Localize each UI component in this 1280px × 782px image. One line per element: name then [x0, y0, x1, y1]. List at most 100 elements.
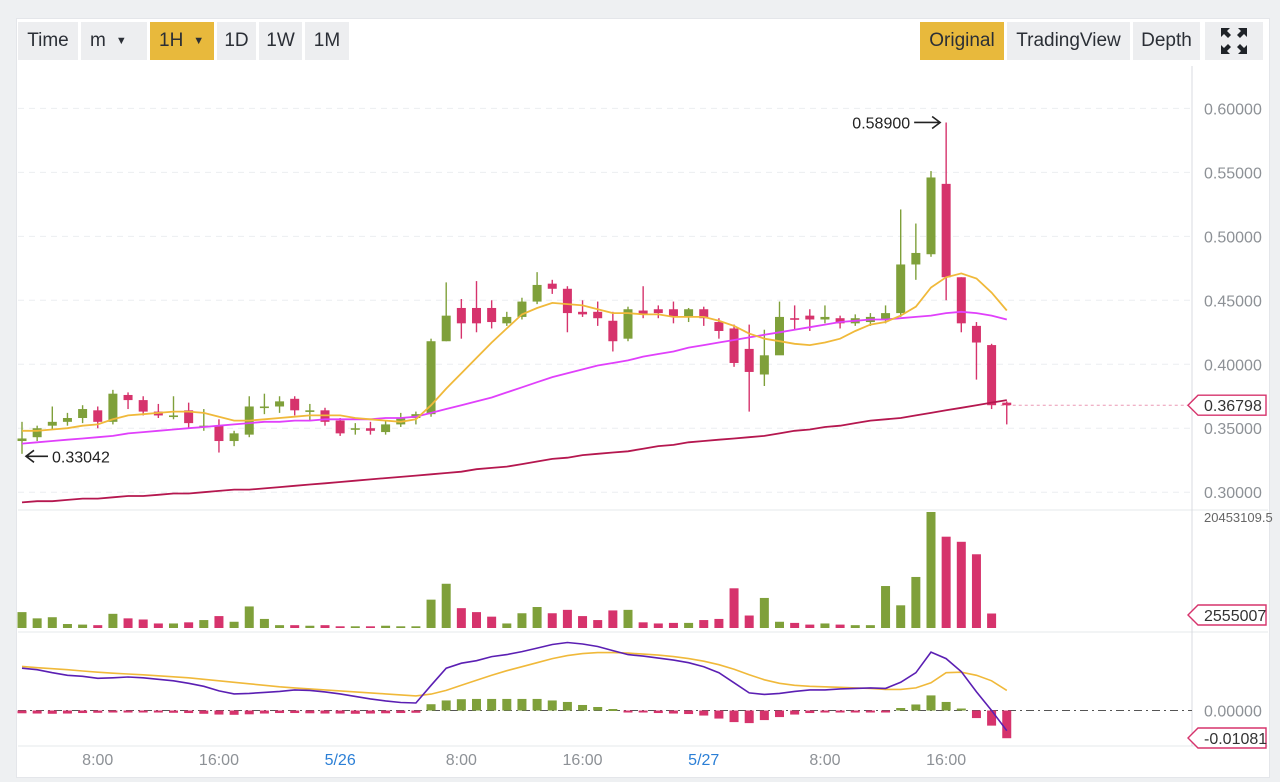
candle-body: [365, 428, 375, 431]
low-price-label: 0.33042: [52, 449, 110, 466]
volume-last-label: 2555007: [1204, 608, 1266, 625]
macd-histogram-bar: [350, 710, 360, 714]
view-tradingview-button[interactable]: TradingView: [1007, 22, 1130, 60]
macd-histogram-bar: [759, 710, 769, 721]
expand-icon: [1221, 28, 1247, 54]
candle-body: [78, 409, 88, 418]
macd-histogram-bar: [214, 710, 224, 715]
macd-histogram-bar: [381, 710, 391, 714]
candle-body: [487, 307, 497, 323]
volume-bar: [699, 620, 709, 628]
candle-body: [184, 410, 194, 424]
macd-histogram-bar: [956, 708, 966, 711]
chevron-down-icon: ▼: [193, 35, 205, 47]
macd-histogram-bar: [729, 710, 739, 723]
volume-bar: [229, 621, 239, 628]
volume-bar: [93, 625, 103, 628]
macd-last-label-box: [1187, 727, 1267, 749]
view-depth-button[interactable]: Depth: [1133, 22, 1200, 60]
volume-bar: [244, 606, 254, 628]
time-tick-label: 5/27: [688, 752, 719, 769]
high-arrow-icon: [914, 115, 942, 130]
macd-histogram-bar: [850, 710, 860, 713]
volume-bar: [441, 583, 451, 628]
price-tick-label: 0.35000: [1204, 421, 1262, 438]
candle-body: [578, 311, 588, 315]
volume-bar: [17, 612, 27, 628]
candle-body: [169, 415, 178, 418]
volume-bar: [926, 512, 936, 628]
candle-body: [138, 400, 148, 412]
volume-bar: [305, 625, 315, 628]
volume-bar: [426, 599, 436, 628]
low-arrow-icon: [24, 449, 48, 463]
macd-histogram-bar: [335, 710, 345, 714]
interval-1m-button[interactable]: 1M: [305, 22, 349, 60]
macd-dif-line: [21, 641, 1008, 732]
macd-histogram-bar: [396, 710, 406, 714]
fullscreen-button[interactable]: [1205, 22, 1263, 60]
macd-histogram-bar: [456, 699, 466, 711]
macd-histogram-bar: [865, 710, 875, 713]
candle-body: [502, 316, 512, 324]
price-tick-label: 0.60000: [1204, 101, 1262, 118]
candle-body: [608, 320, 618, 342]
volume-bar: [396, 626, 406, 628]
macd-histogram-bar: [123, 710, 133, 713]
candle-body: [987, 345, 997, 406]
volume-bar: [593, 620, 603, 628]
volume-bar: [623, 609, 633, 628]
time-tick-label: 8:00: [809, 752, 840, 769]
time-tick-label: 16:00: [926, 752, 966, 769]
candle-body: [729, 328, 739, 363]
volume-bar: [911, 576, 921, 628]
price-tick-label: 0.45000: [1204, 293, 1262, 310]
candle-body: [517, 301, 527, 317]
volume-bar: [714, 618, 724, 628]
interval-1w-button[interactable]: 1W: [259, 22, 302, 60]
candle-body: [805, 315, 815, 320]
macd-histogram-bar: [62, 710, 72, 714]
candle-body: [759, 355, 769, 375]
macd-histogram-bar: [259, 710, 269, 714]
volume-bar: [865, 625, 875, 628]
candle-body: [653, 309, 663, 314]
candle-body: [259, 406, 269, 409]
price-tick-label: 0.40000: [1204, 357, 1262, 374]
volume-max-label: 20453109.5: [1204, 510, 1273, 525]
volume-bar: [199, 620, 209, 628]
interval-1h-dropdown[interactable]: 1H ▼: [150, 22, 214, 60]
macd-histogram-bar: [653, 710, 663, 714]
interval-time-button[interactable]: Time: [18, 22, 78, 60]
view-original-button[interactable]: Original: [920, 22, 1004, 60]
candle-body: [93, 410, 103, 422]
volume-bar: [835, 624, 845, 628]
macd-histogram-bar: [835, 710, 845, 713]
last-price-label: 0.36798: [1204, 398, 1262, 415]
volume-bar: [350, 626, 360, 628]
interval-1d-button[interactable]: 1D: [217, 22, 256, 60]
ma25-line: [21, 310, 1008, 445]
time-tick-label: 5/26: [325, 752, 356, 769]
macd-histogram-bar: [290, 710, 300, 714]
candle-body: [941, 183, 951, 278]
candle-body: [123, 394, 133, 401]
volume-bar: [987, 613, 997, 628]
macd-histogram-bar: [744, 710, 754, 724]
candle-body: [17, 438, 27, 442]
macd-histogram-bar: [305, 710, 315, 714]
candle-body: [881, 313, 891, 320]
candle-body: [668, 309, 678, 317]
candle-body: [714, 322, 724, 331]
volume-bar: [320, 625, 330, 628]
candle-body: [214, 425, 224, 442]
macd-histogram-bar: [668, 710, 678, 714]
interval-minute-dropdown[interactable]: m ▼: [81, 22, 147, 60]
volume-bar: [820, 623, 830, 628]
macd-histogram-bar: [593, 706, 603, 711]
volume-bar: [790, 622, 800, 628]
macd-histogram-bar: [578, 704, 588, 711]
price-tick-label: 0.30000: [1204, 485, 1262, 502]
macd-histogram-bar: [775, 710, 784, 718]
